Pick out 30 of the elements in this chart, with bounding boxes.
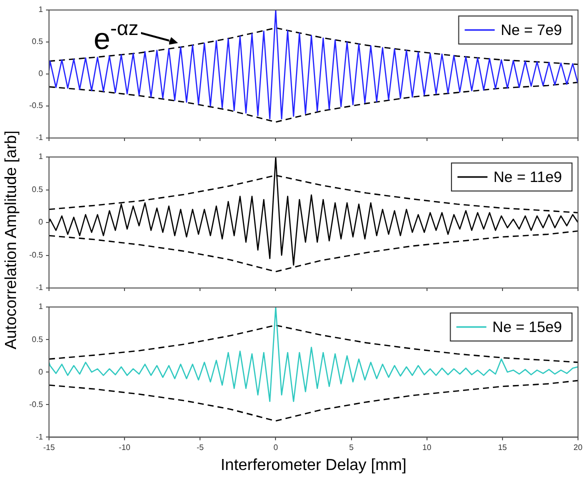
y-tick-label: -0.5 xyxy=(29,250,44,260)
y-tick-label: -1 xyxy=(36,283,44,292)
legend-label: Ne = 7e9 xyxy=(500,22,562,40)
legend-label: Ne = 15e9 xyxy=(492,319,562,336)
x-tick-label: 10 xyxy=(422,443,432,452)
y-tick-label: -1 xyxy=(36,133,44,142)
y-tick-label: 1 xyxy=(38,5,44,14)
y-tick-label: 0 xyxy=(38,367,44,376)
y-tick-label: 0 xyxy=(38,218,44,227)
y-tick-label: 0.5 xyxy=(32,37,44,46)
x-tick-label: -15 xyxy=(43,443,56,452)
y-tick-label: 0.5 xyxy=(32,334,44,344)
y-tick-label: -0.5 xyxy=(29,101,44,110)
y-tick-label: 0.5 xyxy=(32,184,44,194)
x-tick-label: -10 xyxy=(118,443,131,452)
line-series xyxy=(49,380,578,422)
x-tick-label: 0 xyxy=(273,443,278,452)
y-tick-label: -0.5 xyxy=(29,400,44,409)
legend-label: Ne = 11e9 xyxy=(493,169,562,186)
x-tick-label: 15 xyxy=(498,443,508,452)
y-tick-label: -1 xyxy=(36,432,44,442)
y-tick-label: 1 xyxy=(38,302,44,312)
x-tick-label: 5 xyxy=(349,443,354,452)
x-tick-label: -5 xyxy=(196,443,204,452)
x-tick-label: 20 xyxy=(574,443,583,452)
y-tick-label: 1 xyxy=(38,152,44,162)
line-series xyxy=(49,82,578,123)
y-axis-title: Autocorrelation Amplitude [arb] xyxy=(3,130,21,350)
x-axis-title: Interferometer Delay [mm] xyxy=(220,456,406,474)
y-tick-label: 0 xyxy=(38,69,44,78)
